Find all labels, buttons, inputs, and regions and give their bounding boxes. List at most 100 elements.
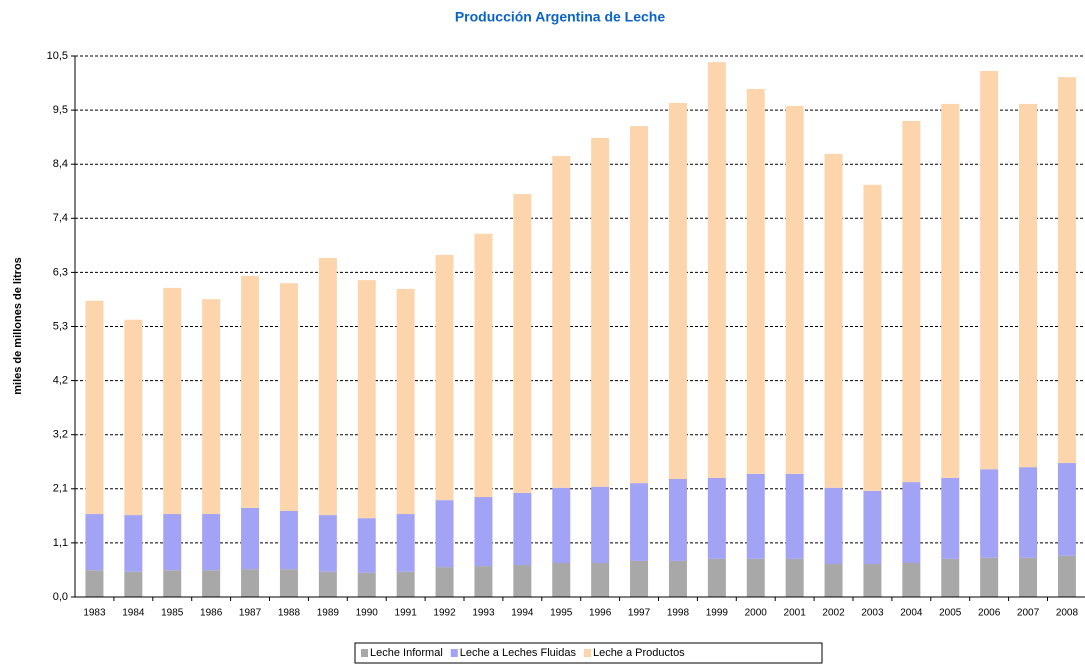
bar-segment bbox=[357, 572, 376, 597]
bar-segment bbox=[435, 567, 454, 597]
x-tick-label: 1990 bbox=[356, 608, 379, 619]
bar-segment bbox=[163, 287, 182, 515]
y-tick-label: 1,1 bbox=[53, 537, 68, 549]
bar-segment bbox=[474, 566, 493, 597]
y-tick-label: 9,5 bbox=[53, 104, 68, 116]
bar-segment bbox=[980, 557, 999, 597]
bar-segment bbox=[630, 560, 649, 597]
legend-label: Leche Informal bbox=[370, 647, 443, 659]
bar-segment bbox=[552, 155, 571, 488]
bar-segment bbox=[1057, 555, 1076, 597]
bar-segment bbox=[513, 492, 532, 566]
bar-segment bbox=[668, 102, 687, 480]
x-tick-label: 1989 bbox=[317, 608, 340, 619]
bar-segment bbox=[396, 288, 415, 515]
bar-segment bbox=[941, 103, 960, 478]
bar-segment bbox=[1019, 103, 1038, 468]
bar-segment bbox=[746, 473, 765, 559]
bar-segment bbox=[318, 515, 337, 572]
bar-segment bbox=[785, 558, 804, 597]
x-tick-label: 1988 bbox=[278, 608, 301, 619]
bar-segment bbox=[474, 497, 493, 567]
x-tick-label: 2005 bbox=[939, 608, 962, 619]
bar-segment bbox=[902, 120, 921, 483]
bar-segment bbox=[707, 558, 726, 597]
bar-segment bbox=[241, 276, 260, 508]
bar-segment bbox=[902, 562, 921, 597]
bar-segment bbox=[241, 507, 260, 570]
bar-segment bbox=[202, 299, 221, 515]
bar-segment bbox=[85, 514, 104, 571]
x-tick-label: 1987 bbox=[239, 608, 262, 619]
bar-segment bbox=[1019, 467, 1038, 558]
bar-segment bbox=[785, 473, 804, 559]
bar-segment bbox=[1057, 463, 1076, 556]
bar-segment bbox=[668, 479, 687, 561]
bar-segment bbox=[591, 486, 610, 563]
x-tick-label: 1995 bbox=[550, 608, 573, 619]
x-tick-label: 1983 bbox=[83, 608, 106, 619]
bar-segment bbox=[318, 571, 337, 597]
bar-segment bbox=[124, 571, 143, 597]
bar-segment bbox=[1057, 77, 1076, 464]
bar-segment bbox=[396, 571, 415, 597]
y-tick-label: 7,4 bbox=[53, 212, 68, 224]
bar-segment bbox=[1019, 557, 1038, 597]
legend-swatch bbox=[361, 649, 368, 657]
bar-segment bbox=[163, 514, 182, 571]
x-tick-label: 2004 bbox=[900, 608, 923, 619]
bar-segment bbox=[474, 233, 493, 498]
bar-segment bbox=[707, 477, 726, 559]
bar-segment bbox=[980, 70, 999, 470]
bar-segment bbox=[980, 469, 999, 558]
y-tick-label: 10,5 bbox=[47, 50, 68, 62]
bar-segment bbox=[279, 283, 298, 511]
x-tick-label: 2001 bbox=[784, 608, 807, 619]
x-tick-label: 2002 bbox=[822, 608, 845, 619]
bar-segment bbox=[241, 569, 260, 597]
bar-segment bbox=[863, 184, 882, 491]
bar-segment bbox=[707, 62, 726, 478]
bar-segment bbox=[824, 564, 843, 597]
y-tick-label: 6,3 bbox=[53, 266, 68, 278]
legend-label: Leche a Leches Fluidas bbox=[460, 647, 577, 659]
bar-segment bbox=[552, 562, 571, 597]
legend-swatch bbox=[583, 649, 591, 657]
bar-segment bbox=[202, 514, 221, 571]
x-tick-label: 1984 bbox=[122, 608, 145, 619]
x-tick-label: 2007 bbox=[1017, 608, 1040, 619]
x-tick-label: 1996 bbox=[589, 608, 612, 619]
bar-segment bbox=[630, 126, 649, 484]
x-tick-label: 1985 bbox=[161, 608, 184, 619]
bar-segment bbox=[513, 194, 532, 493]
bar-segment bbox=[279, 510, 298, 570]
bar-segment bbox=[124, 515, 143, 572]
legend-swatch bbox=[450, 649, 458, 657]
bar-segment bbox=[318, 257, 337, 516]
y-tick-label: 4,2 bbox=[53, 375, 68, 387]
chart-title: Producción Argentina de Leche bbox=[455, 9, 666, 25]
x-tick-label: 1998 bbox=[667, 608, 690, 619]
bar-segment bbox=[824, 487, 843, 565]
bar-segment bbox=[863, 564, 882, 597]
x-tick-label: 1993 bbox=[472, 608, 495, 619]
bar-segment bbox=[85, 570, 104, 597]
y-tick-label: 3,2 bbox=[53, 429, 68, 441]
y-tick-label: 2,1 bbox=[53, 483, 68, 495]
bar-segment bbox=[863, 490, 882, 565]
bar-segment bbox=[591, 137, 610, 487]
bar-segment bbox=[785, 105, 804, 474]
bar-segment bbox=[746, 88, 765, 474]
bar-segment bbox=[630, 483, 649, 561]
bar-segment bbox=[396, 514, 415, 572]
bar-segment bbox=[591, 562, 610, 597]
bar-segment bbox=[435, 254, 454, 501]
bar-segment bbox=[124, 319, 143, 516]
x-tick-label: 2008 bbox=[1056, 608, 1079, 619]
bar-segment bbox=[941, 558, 960, 597]
x-tick-label: 2000 bbox=[745, 608, 768, 619]
x-tick-label: 2006 bbox=[978, 608, 1001, 619]
y-tick-label: 8,4 bbox=[53, 158, 68, 170]
x-tick-label: 1997 bbox=[628, 608, 651, 619]
